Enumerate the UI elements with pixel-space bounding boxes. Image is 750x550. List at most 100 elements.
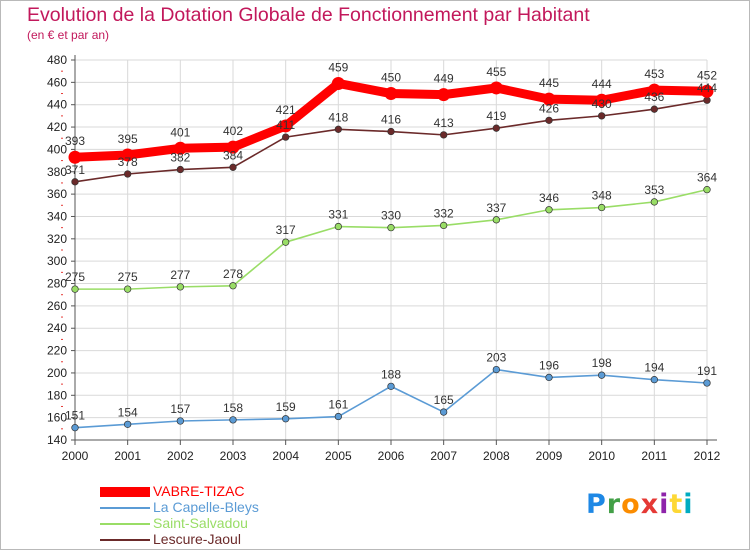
data-label: 275 [65,270,85,284]
x-tick-label: 2002 [167,449,194,463]
data-point [229,163,237,171]
data-label: 413 [434,116,454,130]
data-point [68,150,82,164]
data-point [440,408,448,416]
y-tick-label: 380 [47,165,67,179]
data-label: 419 [486,109,506,123]
data-point [173,141,187,155]
logo-letter: i [659,489,670,520]
data-label: 154 [118,405,138,419]
data-label: 161 [328,398,348,412]
data-point [279,119,293,133]
data-label: 378 [118,155,138,169]
data-point [700,84,714,98]
x-tick-label: 2008 [483,449,510,463]
data-point [598,203,606,212]
data-label: 416 [381,113,401,127]
x-tick-label: 2004 [272,449,299,463]
data-point [334,125,342,133]
data-labels: 151 154 157 158 159 161 188 165 203 196 198 194 191 2… [65,60,717,422]
x-tick-label: 2003 [220,449,247,463]
legend-item: VABRE-TIZAC [100,483,360,500]
data-label: 459 [328,60,348,74]
x-tick-label: 2009 [536,449,563,463]
data-label: 330 [381,209,401,223]
data-point [229,282,237,290]
data-label: 453 [644,67,664,81]
data-point [176,417,184,425]
data-point [650,105,658,113]
data-label: 411 [276,118,295,132]
data-point [489,81,503,95]
data-point [647,83,661,97]
y-tick-label: 460 [47,75,67,89]
x-tick-label: 2007 [430,449,457,463]
data-label: 426 [539,101,559,115]
data-point [598,112,606,120]
data-label: 198 [592,356,612,370]
data-point [598,371,606,379]
data-label: 165 [434,393,454,407]
y-tick-label: 140 [47,433,67,447]
y-tick-label: 360 [47,187,67,201]
legend-item: Saint-Salvadou [100,515,360,532]
y-tick-label: 420 [47,120,67,134]
x-tick-label: 2012 [694,449,721,463]
logo-letter: r [606,489,622,520]
series-group [68,76,714,432]
x-tick-label: 2006 [378,449,405,463]
data-label: 371 [65,163,85,177]
logo-letter: i [683,489,694,520]
data-label: 158 [223,401,243,415]
data-point [282,238,290,246]
data-point [334,222,342,231]
legend-swatch [100,539,150,541]
data-point [282,133,290,141]
data-label: 430 [592,97,612,111]
x-tick-labels: 2000 2001 2002 2003 2004 2005 2006 2007 2008 2009… [62,449,721,463]
data-label: 278 [223,267,243,281]
chart-title: Evolution de la Dotation Globale de Fonc… [27,4,590,26]
data-label: 317 [276,223,296,237]
data-label: 353 [644,183,664,197]
data-label: 203 [486,351,506,365]
data-label: 364 [697,171,717,185]
data-point [384,87,398,101]
data-label: 393 [65,134,85,148]
legend-label: La Capelle-Bleys [153,499,259,515]
x-tick-label: 2011 [641,449,667,463]
data-point [545,373,553,382]
data-label: 337 [486,201,506,215]
data-label: 402 [223,124,243,138]
legend-swatch [100,523,150,525]
data-label: 444 [592,77,612,91]
data-label: 455 [486,65,506,79]
data-label: 382 [170,151,190,165]
data-point [229,416,237,424]
legend-item: Lescure-Jaoul [100,531,360,548]
data-point [542,92,556,106]
data-point [492,216,500,224]
data-label: 188 [381,367,401,381]
data-point [176,283,184,291]
data-label: 421 [276,103,296,117]
data-point [71,178,79,186]
data-label: 346 [539,191,559,205]
y-tick-label: 340 [47,209,67,223]
data-point [492,124,500,132]
y-tick-label: 260 [47,299,67,313]
data-label: 332 [434,206,454,220]
data-point [545,206,553,214]
data-label: 445 [539,76,559,90]
data-label: 444 [697,81,717,95]
data-label: 277 [170,268,190,282]
x-tick-label: 2005 [325,449,352,463]
data-label: 275 [118,270,138,284]
y-tick-label: 200 [47,366,67,380]
y-tick-label: 160 [47,411,67,425]
logo-letter: o [621,489,641,520]
data-point [387,223,395,232]
data-label: 384 [223,148,243,162]
data-point [440,131,448,139]
